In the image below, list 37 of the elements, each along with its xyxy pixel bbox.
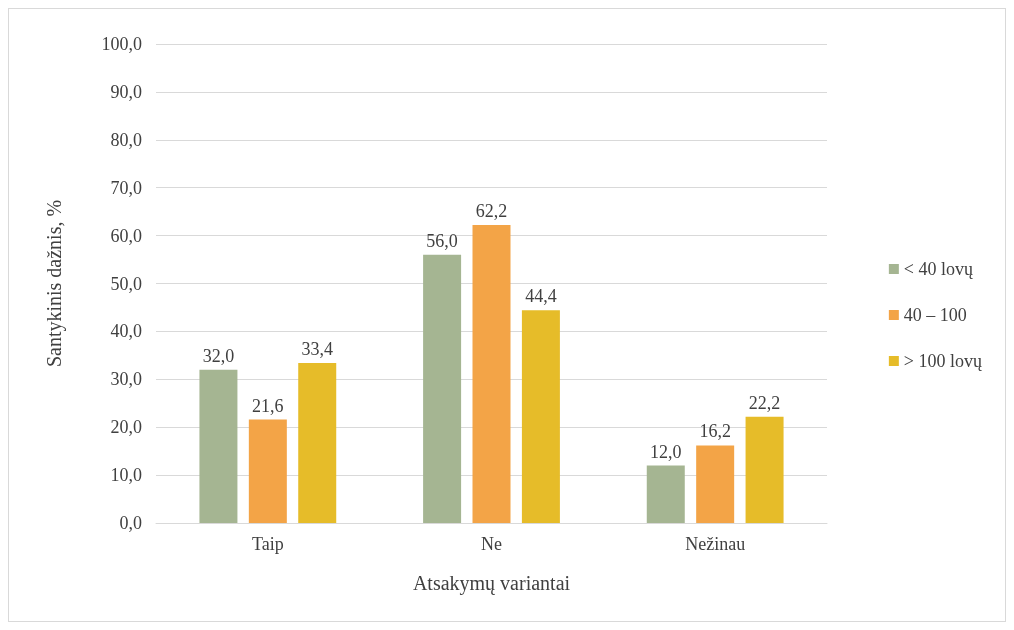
data-label: 32,0: [202, 345, 235, 366]
bar: [646, 465, 685, 523]
legend-label: > 100 lovų: [903, 351, 983, 371]
data-label: 22,2: [748, 392, 781, 413]
bar: [472, 225, 511, 523]
legend-label: 40 – 100: [903, 305, 967, 325]
y-tick-label: 100,0: [101, 34, 142, 54]
bar: [199, 369, 238, 523]
x-axis-title: Atsakymų variantai: [412, 572, 571, 595]
bar: [423, 254, 462, 523]
bar: [696, 445, 735, 523]
data-label: 62,2: [475, 201, 508, 222]
data-label: 12,0: [650, 441, 682, 462]
x-tick-label: Taip: [251, 534, 284, 554]
data-label: 56,0: [426, 230, 458, 251]
data-label: 16,2: [699, 421, 731, 442]
y-tick-label: 20,0: [110, 417, 142, 438]
y-tick-label: 70,0: [110, 177, 142, 198]
y-tick-label: 50,0: [110, 273, 142, 294]
data-label: 33,4: [301, 339, 333, 360]
y-tick-label: 60,0: [110, 225, 142, 246]
bar: [248, 419, 287, 523]
y-tick-label: 10,0: [110, 465, 142, 486]
y-axis-title: Santykinis dažnis, %: [43, 199, 66, 368]
y-tick-label: 30,0: [110, 369, 142, 390]
data-label: 21,6: [252, 395, 284, 416]
y-tick-label: 0,0: [119, 513, 142, 533]
y-tick-label: 40,0: [110, 321, 142, 342]
y-tick-label: 90,0: [110, 81, 142, 102]
x-tick-label: Ne: [481, 534, 502, 554]
bar: [745, 416, 784, 523]
y-tick-label: 80,0: [110, 129, 142, 150]
x-tick-label: Nežinau: [685, 534, 746, 554]
bar: [521, 310, 560, 523]
bar: [298, 363, 337, 523]
data-label: 44,4: [525, 286, 557, 307]
legend-label: < 40 lovų: [903, 259, 974, 279]
